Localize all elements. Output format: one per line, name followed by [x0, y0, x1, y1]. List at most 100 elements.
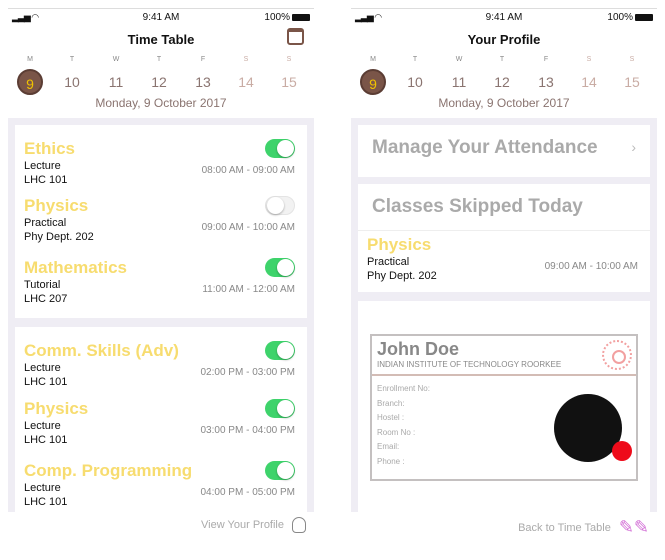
class-type: Tutorial: [24, 279, 61, 291]
day-number: 14: [238, 74, 254, 90]
attendance-toggle[interactable]: [265, 139, 295, 158]
class-type: Lecture: [24, 420, 61, 432]
attendance-toggle[interactable]: [265, 258, 295, 277]
day-14[interactable]: S 14: [574, 56, 604, 95]
weekday-letter: S: [286, 56, 292, 63]
calendar-icon[interactable]: [287, 28, 304, 45]
view-profile-label: View Your Profile: [201, 519, 284, 531]
weekday-letter: F: [543, 56, 549, 63]
class-type: Practical: [24, 217, 67, 229]
id-field-label: Email:: [377, 442, 400, 452]
class-item: Physics Practical Phy Dept. 202 09:00 AM - …: [24, 196, 295, 254]
day-10[interactable]: T 10: [57, 56, 87, 95]
day-11[interactable]: W 11: [101, 56, 131, 95]
content-area: Ethics Lecture LHC 101 08:00 AM - 09:00 AM P…: [8, 118, 314, 512]
id-field-label: Phone :: [377, 456, 405, 466]
id-card: John Doe INDIAN INSTITUTE OF TECHNOLOGY …: [370, 334, 638, 481]
subject: Physics: [367, 235, 432, 254]
id-field-label: Enrollment No:: [377, 384, 430, 393]
class-item: Ethics Lecture LHC 101 08:00 AM - 09:00 AM: [24, 139, 295, 197]
subject: Comp. Programming: [24, 461, 193, 480]
back-label: Back to Time Table: [518, 521, 611, 534]
manage-attendance-label: Manage Your Attendance: [372, 137, 598, 158]
day-13[interactable]: F 13: [188, 56, 218, 95]
weekday-letter: M: [27, 56, 33, 63]
id-field-label: Hostel :: [377, 413, 405, 423]
room: LHC 207: [24, 293, 68, 305]
room: Phy Dept. 202: [24, 231, 94, 243]
skipped-class: Physics Practical Phy Dept. 202 09:00 AM…: [367, 235, 638, 293]
profile-screen: ▂▃▅ ◠ 9:41 AM 100% Your Profile M 9 T 10 W 11…: [351, 8, 657, 556]
day-number: 15: [281, 74, 297, 90]
time: 09:00 AM - 10:00 AM: [544, 261, 638, 272]
content-area: Manage Your Attendance › Classes Skipped…: [351, 118, 657, 512]
day-number: 9: [360, 69, 386, 95]
subject: Mathematics: [24, 258, 127, 277]
battery-percent: 100%: [607, 12, 633, 23]
time: 04:00 PM - 05:00 PM: [200, 487, 296, 498]
day-11[interactable]: W 11: [444, 56, 474, 95]
day-15[interactable]: S 15: [274, 56, 304, 95]
time: 11:00 AM - 12:00 AM: [202, 284, 295, 295]
day-number: 13: [538, 74, 554, 90]
selected-date: Monday, 9 October 2017: [438, 96, 570, 110]
status-time: 9:41 AM: [485, 12, 523, 23]
attendance-toggle[interactable]: [265, 399, 295, 418]
weekday-letter: W: [455, 56, 463, 63]
time: 09:00 AM - 10:00 AM: [201, 222, 295, 233]
day-number: 10: [407, 74, 423, 90]
room: LHC 101: [24, 174, 68, 186]
day-14[interactable]: S 14: [231, 56, 261, 95]
room: LHC 101: [24, 496, 68, 508]
room: Phy Dept. 202: [367, 270, 437, 282]
view-profile-link[interactable]: View Your Profile: [201, 517, 306, 533]
attendance-toggle[interactable]: [265, 196, 295, 215]
class-item: Comm. Skills (Adv) Lecture LHC 101 02:00 PM…: [24, 341, 295, 399]
page-title: Your Profile: [467, 32, 541, 47]
time: 03:00 PM - 04:00 PM: [200, 425, 296, 436]
weekday-letter: T: [412, 56, 418, 63]
subject: Comm. Skills (Adv): [24, 341, 179, 360]
day-13[interactable]: F 13: [531, 56, 561, 95]
signal-icon: ▂▃▅ ◠: [355, 12, 382, 22]
back-to-timetable-link[interactable]: Back to Time Table ✎✎: [518, 517, 649, 538]
week-strip: M 9 T 10 W 11 T 12 F 13 S 14 S 15: [8, 56, 314, 96]
subject: Ethics: [24, 139, 76, 158]
day-number: 12: [151, 74, 167, 90]
time: 08:00 AM - 09:00 AM: [201, 165, 295, 176]
day-12[interactable]: T 12: [487, 56, 517, 95]
class-type: Lecture: [24, 160, 61, 172]
attendance-toggle[interactable]: [265, 341, 295, 360]
day-number: 15: [624, 74, 640, 90]
attendance-toggle[interactable]: [265, 461, 295, 480]
class-type: Lecture: [24, 362, 61, 374]
battery: 100%: [607, 12, 653, 23]
weekday-letter: T: [499, 56, 505, 63]
profile-photo[interactable]: [554, 394, 622, 462]
status-bar: ▂▃▅ ◠ 9:41 AM 100%: [351, 12, 657, 26]
day-number: 12: [494, 74, 510, 90]
day-12[interactable]: T 12: [144, 56, 174, 95]
battery: 100%: [264, 12, 310, 23]
manage-attendance-button[interactable]: Manage Your Attendance ›: [358, 125, 650, 177]
class-item: Physics Lecture LHC 101 03:00 PM - 04:00 PM: [24, 399, 295, 457]
day-15[interactable]: S 15: [617, 56, 647, 95]
selected-date: Monday, 9 October 2017: [95, 96, 227, 110]
day-number: 14: [581, 74, 597, 90]
time: 02:00 PM - 03:00 PM: [200, 367, 296, 378]
week-strip: M 9 T 10 W 11 T 12 F 13 S 14 S 15: [351, 56, 657, 96]
class-item: Mathematics Tutorial LHC 207 11:00 AM - 12:…: [24, 258, 295, 316]
day-10[interactable]: T 10: [400, 56, 430, 95]
day-number: 10: [64, 74, 80, 90]
student-name: John Doe: [377, 339, 460, 359]
room: LHC 101: [24, 376, 68, 388]
class-card: Comm. Skills (Adv) Lecture LHC 101 02:00 PM…: [15, 327, 307, 512]
weekday-letter: S: [243, 56, 249, 63]
user-icon: [292, 517, 306, 533]
battery-icon: [635, 13, 653, 21]
skipped-classes-card: Classes Skipped Today Physics Practical …: [358, 184, 650, 292]
status-dot: [612, 441, 632, 461]
weekday-letter: S: [586, 56, 592, 63]
